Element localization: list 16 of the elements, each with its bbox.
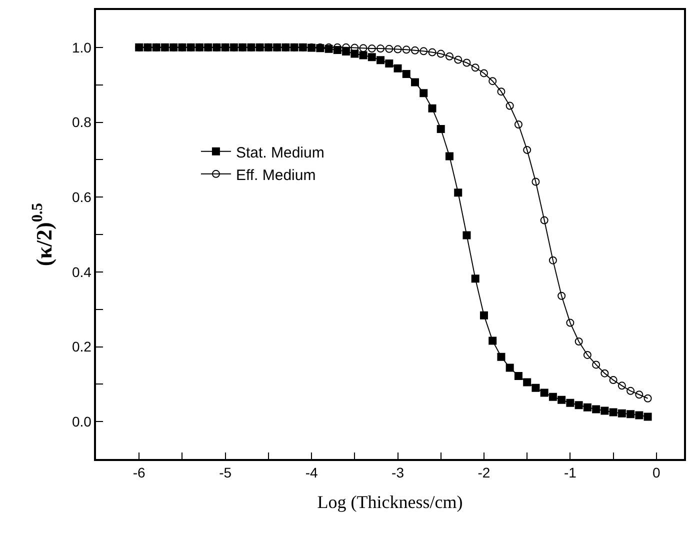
x-tick-label: -5 — [219, 464, 232, 481]
y-tick-label: 0.8 — [72, 114, 92, 130]
legend-label: Eff. Medium — [236, 166, 316, 184]
legend-label: Stat. Medium — [236, 144, 324, 162]
y-tick-label: 0.4 — [72, 264, 92, 280]
y-tick-label: 1.0 — [72, 39, 92, 56]
x-tick-label: 0 — [652, 464, 661, 481]
y-tick-label: 0.2 — [72, 338, 92, 355]
x-tick-label: -4 — [305, 464, 318, 481]
x-tick-label: -6 — [132, 464, 146, 481]
y-tick-label: 0.0 — [72, 413, 92, 430]
y-tick-label: 0.6 — [72, 188, 92, 205]
x-tick-label: -1 — [564, 464, 577, 481]
x-axis-title: Log (Thickness/cm) — [317, 492, 463, 512]
x-tick-label: -3 — [392, 464, 404, 481]
x-tick-label: -2 — [478, 464, 490, 481]
